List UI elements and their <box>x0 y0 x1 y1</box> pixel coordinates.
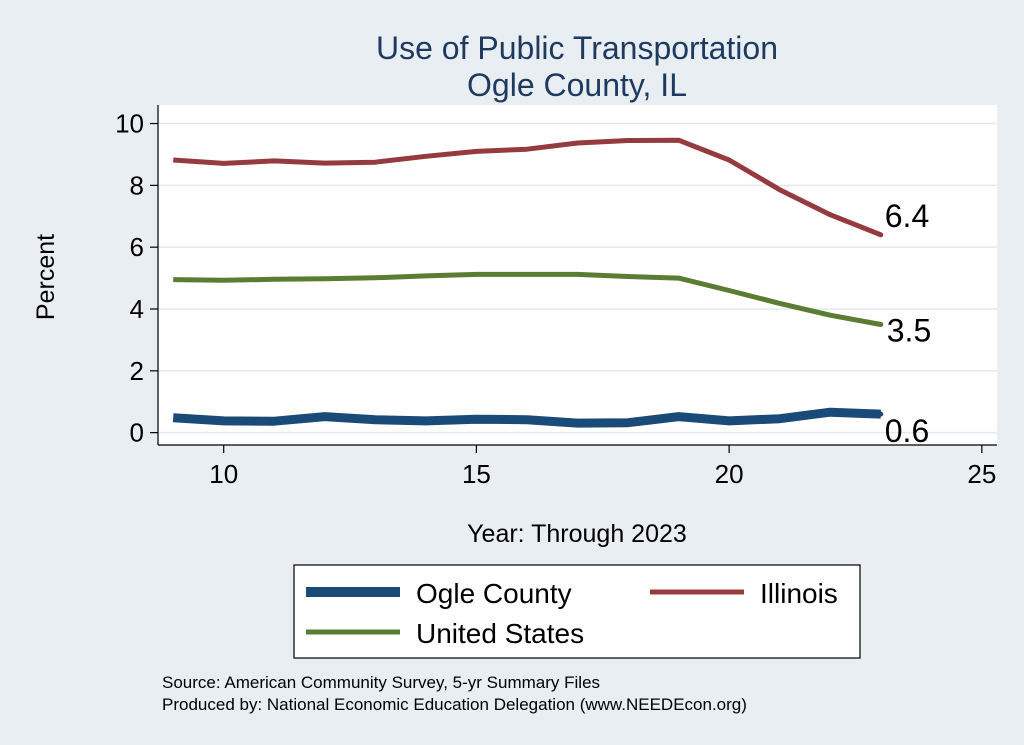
y-tick-label: 2 <box>130 356 144 386</box>
legend-label-illinois: Illinois <box>760 578 838 609</box>
series-lines <box>172 137 884 428</box>
producer-note: Produced by: National Economic Education… <box>162 695 747 714</box>
series-line-ogle-county <box>172 407 881 428</box>
chart-subtitle: Ogle County, IL <box>467 67 687 103</box>
x-tick-label: 20 <box>715 459 744 489</box>
series-line-united-states <box>173 271 882 327</box>
legend-label-united-states: United States <box>416 618 584 649</box>
y-tick-label: 10 <box>115 109 144 139</box>
series-line-illinois <box>173 137 882 238</box>
end-label-illinois: 6.4 <box>885 198 929 234</box>
axes: 0 2 4 6 8 10 10 15 20 25 <box>115 105 997 489</box>
end-point-illinois <box>878 232 884 238</box>
y-tick-label: 6 <box>130 232 144 262</box>
y-axis-label: Percent <box>32 234 60 320</box>
y-tick-label: 4 <box>130 294 144 324</box>
y-tick-label: 0 <box>130 418 144 448</box>
legend: Ogle County Illinois United States <box>293 564 861 659</box>
end-point-ogle-county <box>878 411 884 417</box>
gridlines <box>158 122 997 434</box>
x-tick-label: 15 <box>462 459 491 489</box>
x-tick-label: 10 <box>209 459 238 489</box>
x-tick-label: 25 <box>967 459 996 489</box>
end-label-united-states: 3.5 <box>887 312 931 348</box>
end-labels: 0.6 6.4 3.5 <box>885 198 931 449</box>
end-label-ogle-county: 0.6 <box>885 413 929 449</box>
legend-label-ogle-county: Ogle County <box>416 578 572 609</box>
x-axis-label: Year: Through 2023 <box>467 520 687 548</box>
source-note: Source: American Community Survey, 5-yr … <box>162 673 600 692</box>
legend-box <box>293 564 861 659</box>
end-point-united-states <box>878 321 884 327</box>
y-tick-label: 8 <box>130 170 144 200</box>
chart-title: Use of Public Transportation <box>376 30 778 66</box>
